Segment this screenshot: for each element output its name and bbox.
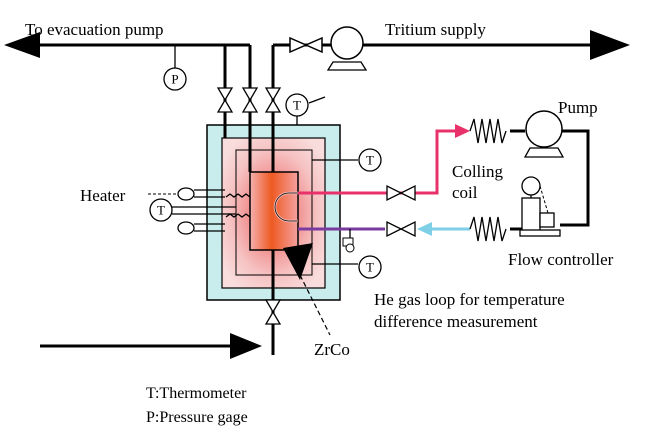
zrco-label: ZrCo <box>314 340 350 359</box>
thermometer-left-letter: T <box>157 203 165 218</box>
loop-pump <box>523 110 590 227</box>
pump-label: Pump <box>558 98 598 117</box>
tritium-supply-label: Tritium supply <box>385 20 486 39</box>
legend-thermometer: T:Thermometer <box>146 385 247 402</box>
flow-controller-label: Flow controller <box>508 250 614 269</box>
thermometer-right-upper: T <box>312 148 382 172</box>
he-return-line <box>298 220 470 253</box>
colling-coil-label-1: Colling <box>452 162 504 181</box>
colling-coil-label-2: coil <box>452 183 478 202</box>
heater-leads <box>172 187 236 235</box>
thermometer-right-lower: T <box>312 255 382 279</box>
pressure-gage-letter: P <box>171 72 178 87</box>
thermometer-top-letter: T <box>293 98 301 113</box>
bottom-outlet <box>264 250 282 355</box>
zrco-pointer <box>283 243 331 336</box>
thermometer-right-lower-letter: T <box>366 260 374 275</box>
zrco-vessel <box>249 171 299 251</box>
cooling-coil-upper <box>469 118 525 144</box>
tritium-pump <box>326 26 368 71</box>
legend-pressure: P:Pressure gage <box>146 409 248 426</box>
pressure-gage: P <box>163 45 187 91</box>
valve-left-vertical <box>216 87 234 113</box>
tritium-valve <box>289 36 323 54</box>
cooling-coil-lower <box>469 216 522 242</box>
valve-right-vertical <box>264 87 282 113</box>
flow-controller <box>519 176 561 237</box>
evacuation-pump-label: To evacuation pump <box>25 20 164 39</box>
evacuation-downlines <box>223 45 252 125</box>
valve-mid-vertical <box>241 87 259 113</box>
evacuation-line <box>4 32 250 58</box>
he-loop-label-1: He gas loop for temperature <box>374 290 565 309</box>
heater-label: Heater <box>80 186 126 205</box>
bottom-inlet-arrow <box>40 333 262 359</box>
he-loop-label-2: difference measurement <box>374 312 538 331</box>
thermometer-left: T <box>149 198 173 222</box>
he-hot-line <box>298 124 470 202</box>
thermometer-right-upper-letter: T <box>366 153 374 168</box>
